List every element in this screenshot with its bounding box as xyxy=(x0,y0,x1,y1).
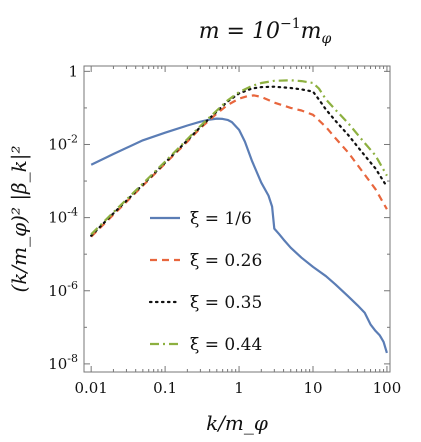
y-tick-label: 10-6 xyxy=(48,279,78,300)
y-tick-label: 10-4 xyxy=(48,206,78,227)
legend-label-4: ξ = 0.44 xyxy=(190,335,262,355)
y-tick-label: 1 xyxy=(68,62,78,80)
x-tick-label: 0.1 xyxy=(153,379,177,397)
legend-label-2: ξ = 0.26 xyxy=(190,251,262,271)
x-tick-label: 0.01 xyxy=(74,379,107,397)
x-tick-label: 1 xyxy=(234,379,244,397)
series-line-4 xyxy=(90,79,388,236)
x-tick-label: 100 xyxy=(373,379,402,397)
plot-frame xyxy=(83,65,391,373)
axis-ticks: 0.01 0.1 1 10 100 10-8 10-6 10-4 10-2 1 xyxy=(48,62,401,397)
chart-title-subscript: φ xyxy=(321,31,331,47)
legend: ξ = 1/6 ξ = 0.26 ξ = 0.35 ξ = 0.44 xyxy=(148,209,262,355)
legend-label-1: ξ = 1/6 xyxy=(190,209,252,229)
y-axis-label: (k/m_φ)² |β_k|² xyxy=(7,146,32,293)
chart-title-tail: m xyxy=(301,19,322,44)
chart-title-exponent: −1 xyxy=(280,16,301,32)
x-axis-label-text: k/m_φ xyxy=(206,411,268,435)
chart-title-main: m = 10 xyxy=(199,19,280,44)
legend-label-3: ξ = 0.35 xyxy=(190,293,262,313)
y-axis-label-text: (k/m_φ)² |β_k|² xyxy=(7,146,32,293)
x-tick-label: 10 xyxy=(303,379,322,397)
series-line-2 xyxy=(90,94,388,238)
chart-title: m = 10−1mφ xyxy=(199,16,332,47)
x-axis-label: k/m_φ xyxy=(206,411,268,435)
y-tick-label: 10-8 xyxy=(48,352,78,373)
data-series xyxy=(90,79,388,354)
series-line-1 xyxy=(90,117,388,354)
y-tick-label: 10-2 xyxy=(48,132,78,153)
